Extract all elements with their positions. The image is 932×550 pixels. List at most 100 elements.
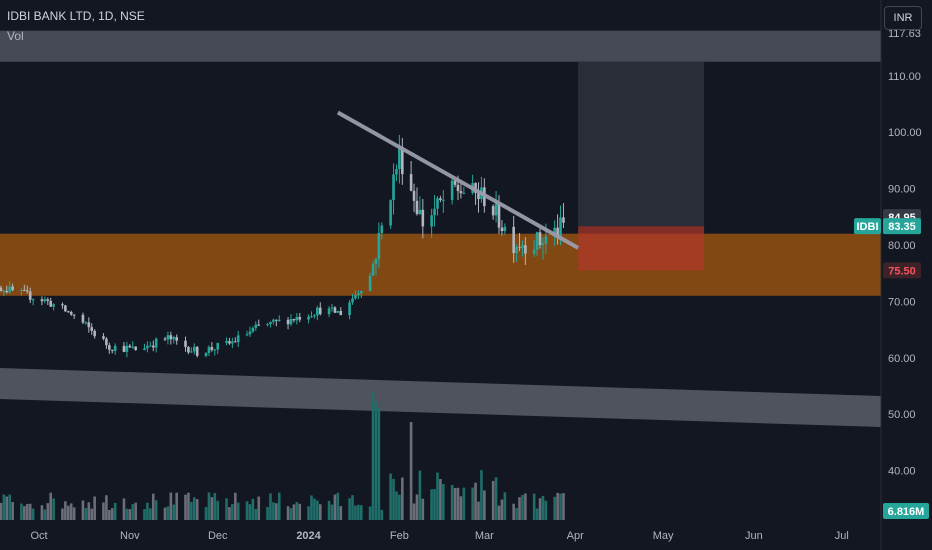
candle-body <box>491 206 495 216</box>
volume-bar <box>125 508 129 520</box>
candle-body <box>436 198 439 209</box>
candle-body <box>146 345 149 349</box>
volume-bar <box>87 502 91 520</box>
candle-body <box>90 327 94 331</box>
candle-body <box>149 345 152 347</box>
target-zone <box>578 61 705 227</box>
candle-body <box>339 311 343 316</box>
candle-body <box>351 298 354 303</box>
candle-body <box>500 227 504 232</box>
candle-body <box>360 290 363 294</box>
candle-body <box>225 341 228 343</box>
volume-bar <box>295 501 299 520</box>
volume-bar <box>453 488 457 520</box>
volume-bar <box>277 492 281 520</box>
volume-bar <box>339 506 343 520</box>
last-price-label: 83.35 <box>888 221 916 233</box>
candle-body <box>87 322 91 328</box>
volume-bar <box>348 498 351 520</box>
volume-bar <box>31 508 35 520</box>
symbol-title: IDBI BANK LTD, 1D, NSE <box>7 9 145 23</box>
price-tick-label: 90.00 <box>888 184 916 196</box>
candle-body <box>266 324 269 326</box>
top-price-label: 117.63 <box>888 28 921 40</box>
price-tick-label: 60.00 <box>888 353 916 365</box>
lower-channel-band <box>0 368 881 427</box>
candle-body <box>310 316 313 318</box>
volume-bar <box>456 487 460 520</box>
volume-bar <box>524 493 527 520</box>
candle-body <box>433 208 436 216</box>
volume-bar <box>421 498 425 520</box>
volume-bar <box>275 503 278 520</box>
volume-bar <box>146 502 149 520</box>
time-axis[interactable]: Oct Nov Dec 2024 Feb Mar Apr May Jun Jul <box>30 530 848 542</box>
candle-body <box>380 225 384 234</box>
candle-body <box>8 286 11 293</box>
volume-bar <box>84 508 88 520</box>
volume-bar <box>313 498 316 520</box>
volume-bar <box>544 500 548 520</box>
stop-price-label-bg <box>883 262 921 279</box>
candle-body <box>524 245 527 254</box>
candle-body <box>5 290 9 293</box>
candle-body <box>64 305 67 312</box>
candle-body <box>128 345 132 348</box>
volume-bar <box>450 484 454 520</box>
volume-bar <box>556 492 559 520</box>
volume-bar <box>11 501 14 520</box>
candle-body <box>556 227 559 236</box>
volume-bar <box>25 504 29 520</box>
time-tick-label: 2024 <box>296 530 321 542</box>
price-tick-label: 50.00 <box>888 409 916 421</box>
currency-selector[interactable]: INR <box>884 6 922 30</box>
candle-body <box>108 345 111 350</box>
volume-bar <box>67 505 70 520</box>
volume-value-label: 6.816M <box>888 506 925 518</box>
candle-body <box>236 335 240 342</box>
volume-bar <box>204 506 208 520</box>
volume-bar <box>439 478 442 520</box>
candle-body <box>234 341 237 343</box>
volume-bar <box>494 477 498 520</box>
stop-zone <box>578 226 705 271</box>
candle-body <box>316 307 319 316</box>
volume-bar <box>192 497 196 520</box>
volume-bar <box>8 494 11 520</box>
candle-body <box>248 331 252 335</box>
candle-body <box>456 184 460 192</box>
candle-body <box>61 304 64 306</box>
candle-body <box>213 349 217 351</box>
candle-body <box>415 200 419 215</box>
candle-body <box>439 198 442 200</box>
price-tick-label: 40.00 <box>888 466 916 478</box>
volume-bar <box>512 503 515 520</box>
candle-body <box>143 348 146 351</box>
candle-body <box>553 227 556 237</box>
volume-bar <box>251 498 255 520</box>
volume-bar <box>28 503 32 520</box>
candle-body <box>31 299 35 301</box>
volume-bar <box>333 494 337 520</box>
volume-bar <box>310 495 313 520</box>
price-tick-label: 100.00 <box>888 127 922 139</box>
volume-bar <box>236 502 240 520</box>
candle-body <box>494 203 498 216</box>
volume-bar <box>433 489 436 520</box>
candle-body <box>442 199 445 201</box>
candle-body <box>184 340 187 347</box>
volume-bar <box>474 482 477 520</box>
candle-body <box>398 148 401 169</box>
volume-bar <box>553 496 556 520</box>
volume-bar <box>491 480 495 520</box>
volume-bar <box>336 492 340 520</box>
volume-bar <box>248 504 252 520</box>
price-axis[interactable]: 110.00 100.00 90.00 80.00 70.00 60.00 50.00 40.… <box>888 71 922 478</box>
candle-body <box>336 311 340 313</box>
candle-body <box>175 337 179 341</box>
volume-bar <box>415 494 419 520</box>
volume-bar <box>562 493 565 520</box>
volume-bar <box>143 509 146 520</box>
